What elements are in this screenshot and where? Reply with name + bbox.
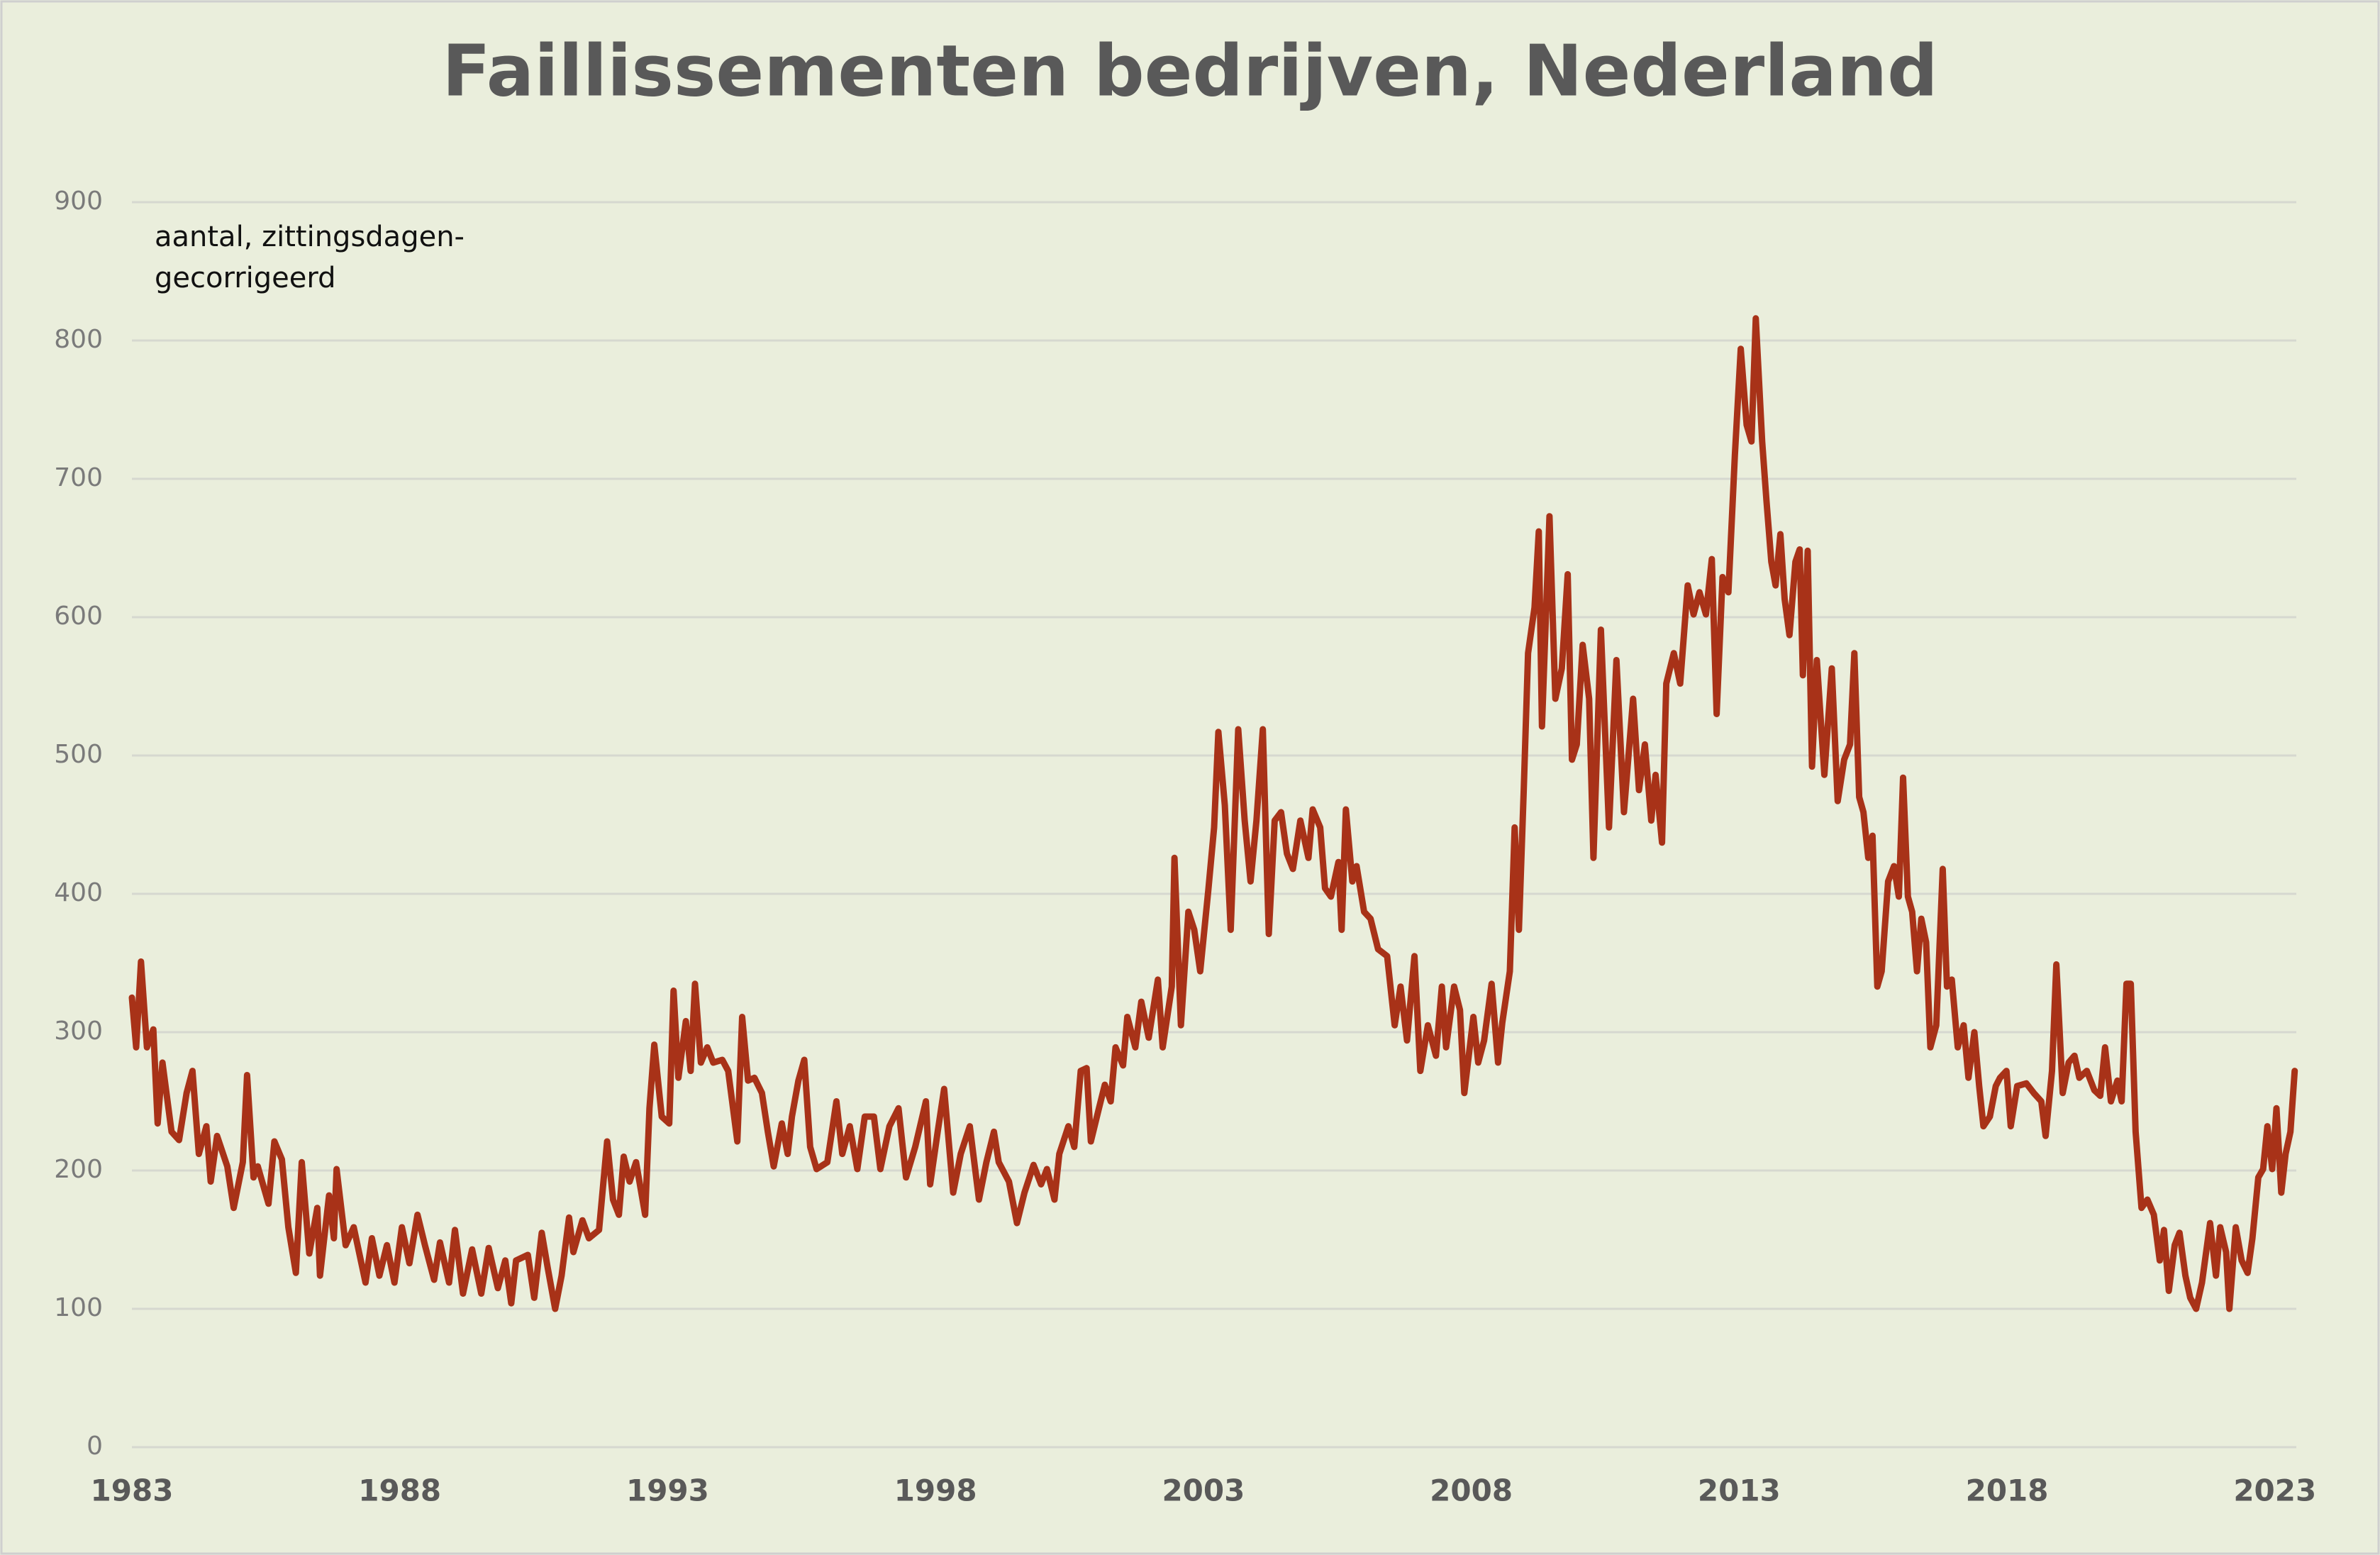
x-tick-label: 1998 bbox=[894, 1473, 977, 1508]
data-line bbox=[128, 315, 2298, 1312]
x-tick-label: 2003 bbox=[1162, 1473, 1245, 1508]
annotation: aantal, zittingsdagen- bbox=[155, 221, 465, 253]
y-tick-label: 800 bbox=[54, 325, 103, 354]
y-tick-label: 600 bbox=[54, 602, 103, 631]
y-tick-label: 200 bbox=[54, 1155, 103, 1184]
y-tick-label: 900 bbox=[54, 187, 103, 216]
y-tick-label: 400 bbox=[54, 878, 103, 907]
x-tick-label: 1983 bbox=[91, 1473, 174, 1508]
x-tick-label: 2013 bbox=[1698, 1473, 1781, 1508]
x-tick-label: 2018 bbox=[1966, 1473, 2049, 1508]
y-tick-label: 100 bbox=[54, 1293, 103, 1322]
y-tick-label: 300 bbox=[54, 1017, 103, 1046]
x-tick-label: 2023 bbox=[2233, 1473, 2316, 1508]
y-tick-label: 700 bbox=[54, 463, 103, 492]
annotation: gecorrigeerd bbox=[155, 262, 336, 294]
y-tick-label: 0 bbox=[87, 1432, 103, 1461]
y-tick-label: 500 bbox=[54, 740, 103, 769]
x-tick-label: 1988 bbox=[358, 1473, 441, 1508]
chart-title: Faillissementen bedrijven, Nederland bbox=[442, 29, 1937, 112]
x-tick-label: 2008 bbox=[1430, 1473, 1513, 1508]
x-tick-label: 1993 bbox=[626, 1473, 709, 1508]
